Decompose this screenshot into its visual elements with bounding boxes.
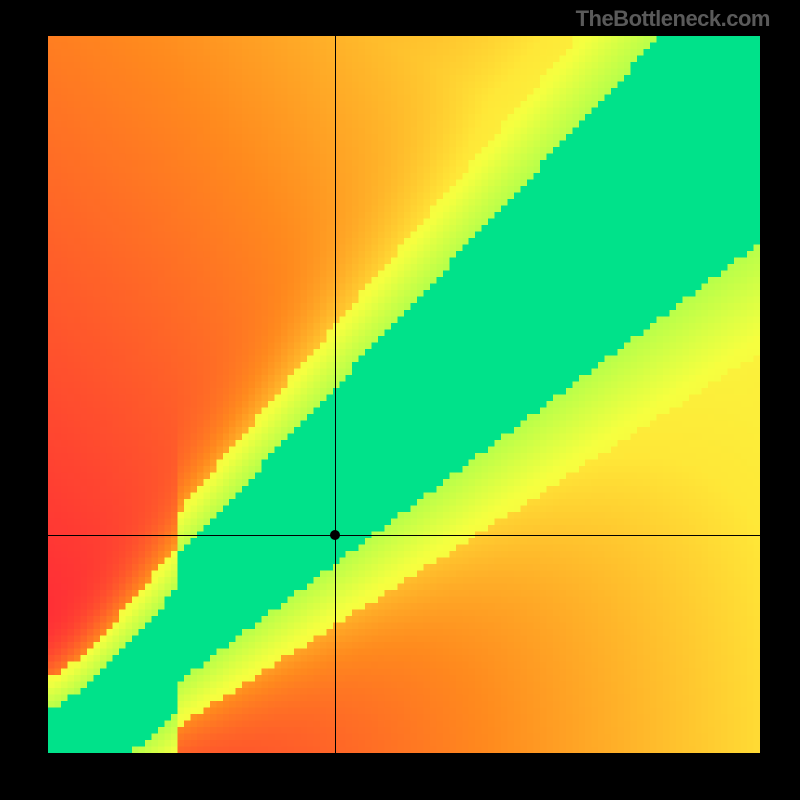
crosshair-horizontal xyxy=(48,535,760,536)
marker-dot xyxy=(330,530,340,540)
watermark-text: TheBottleneck.com xyxy=(576,6,770,32)
crosshair-vertical xyxy=(335,36,336,753)
heatmap-plot-area xyxy=(48,36,760,753)
heatmap-canvas xyxy=(48,36,760,753)
chart-container: TheBottleneck.com xyxy=(0,0,800,800)
